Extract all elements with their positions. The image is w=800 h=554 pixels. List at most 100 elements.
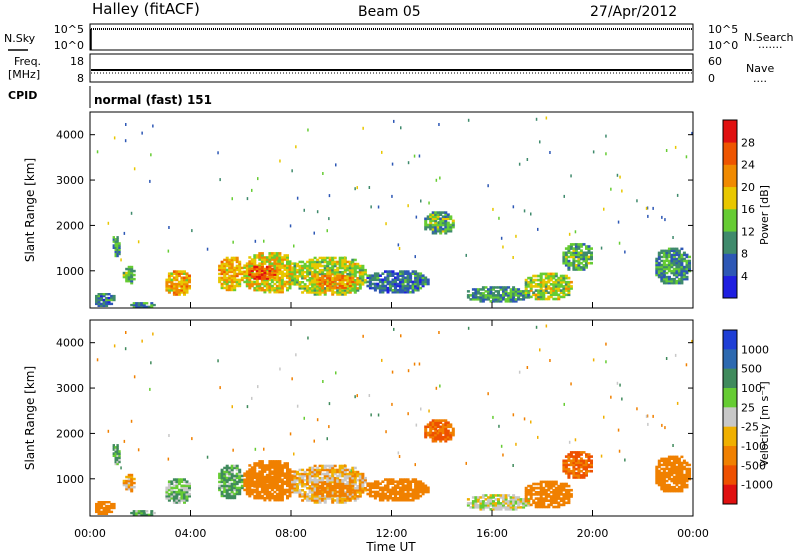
data-cell: [562, 467, 566, 471]
data-cell: [228, 264, 232, 268]
data-cell: [188, 286, 191, 290]
data-cell: [564, 293, 568, 297]
data-cell: [321, 488, 325, 492]
data-cell: [127, 485, 131, 489]
data-cell: [569, 251, 573, 255]
data-cell: [288, 478, 292, 481]
data-cell: [504, 496, 508, 499]
data-cell: [316, 278, 320, 282]
data-cell: [549, 503, 553, 507]
data-cell: [451, 219, 455, 223]
data-cell: [554, 480, 558, 484]
data-cell: [424, 223, 428, 227]
data-cell: [263, 273, 267, 276]
data-cell: [572, 255, 576, 259]
data-cell: [318, 497, 322, 500]
data-cell: [665, 255, 669, 259]
scatter-cell: [217, 151, 219, 155]
power-color-swatch: [723, 209, 737, 232]
data-cell: [411, 478, 415, 481]
data-cell: [504, 294, 508, 297]
data-cell: [137, 510, 141, 513]
scatter-cell: [605, 342, 607, 346]
data-cell: [253, 264, 257, 267]
data-cell: [223, 278, 227, 282]
data-cell: [331, 472, 335, 476]
data-cell: [527, 283, 531, 286]
data-cell: [677, 471, 681, 475]
data-cell: [539, 293, 543, 297]
data-cell: [95, 510, 98, 514]
data-cell: [574, 253, 578, 257]
data-cell: [296, 485, 299, 488]
data-cell: [424, 431, 428, 435]
data-cell: [321, 276, 325, 280]
data-cell: [175, 278, 179, 282]
data-cell: [378, 498, 382, 502]
data-cell: [130, 279, 134, 283]
scatter-cell: [316, 418, 319, 422]
data-cell: [286, 274, 289, 278]
data-cell: [97, 294, 101, 298]
data-cell: [248, 474, 252, 477]
data-cell: [667, 259, 671, 263]
scatter-cell: [418, 154, 421, 158]
data-cell: [177, 497, 181, 500]
data-cell: [564, 261, 568, 265]
data-cell: [554, 272, 558, 276]
data-cell: [449, 225, 453, 229]
data-cell: [298, 275, 302, 278]
data-cell: [572, 253, 576, 257]
data-cell: [502, 286, 505, 289]
data-cell: [519, 290, 523, 293]
data-cell: [582, 266, 586, 269]
data-cell: [341, 490, 345, 493]
data-cell: [670, 461, 674, 465]
data-cell: [263, 486, 267, 490]
data-cell: [306, 275, 310, 278]
data-cell: [363, 478, 367, 482]
data-cell: [338, 466, 342, 470]
data-cell: [577, 261, 581, 265]
data-cell: [233, 492, 237, 496]
data-cell: [346, 487, 350, 490]
data-cell: [517, 288, 521, 291]
data-cell: [655, 265, 659, 269]
data-cell: [524, 283, 528, 286]
data-cell: [539, 486, 543, 490]
data-cell: [296, 275, 299, 278]
data-cell: [348, 262, 352, 266]
data-cell: [235, 480, 239, 484]
data-cell: [321, 484, 325, 488]
data-cell: [579, 474, 583, 477]
data-cell: [451, 223, 455, 227]
data-cell: [318, 472, 322, 476]
data-cell: [188, 494, 191, 498]
scatter-cell: [368, 186, 371, 189]
data-cell: [338, 474, 342, 478]
data-cell: [316, 497, 320, 500]
data-cell: [323, 472, 327, 476]
data-cell: [688, 475, 691, 479]
scatter-cell: [152, 124, 154, 128]
data-cell: [378, 284, 382, 288]
data-cell: [298, 495, 302, 498]
data-cell: [492, 294, 495, 297]
data-cell: [572, 469, 576, 473]
data-cell: [318, 289, 322, 292]
data-cell: [394, 282, 397, 286]
data-cell: [672, 267, 676, 271]
data-cell: [220, 286, 224, 290]
data-cell: [502, 496, 505, 499]
data-cell: [116, 248, 119, 251]
data-cell: [665, 275, 669, 279]
data-cell: [509, 508, 513, 511]
data-cell: [275, 480, 279, 484]
data-cell: [260, 494, 264, 498]
data-cell: [559, 289, 563, 292]
data-cell: [657, 481, 661, 485]
scatter-cell: [465, 461, 467, 465]
data-cell: [522, 506, 526, 509]
data-cell: [114, 244, 117, 247]
data-cell: [351, 280, 355, 284]
